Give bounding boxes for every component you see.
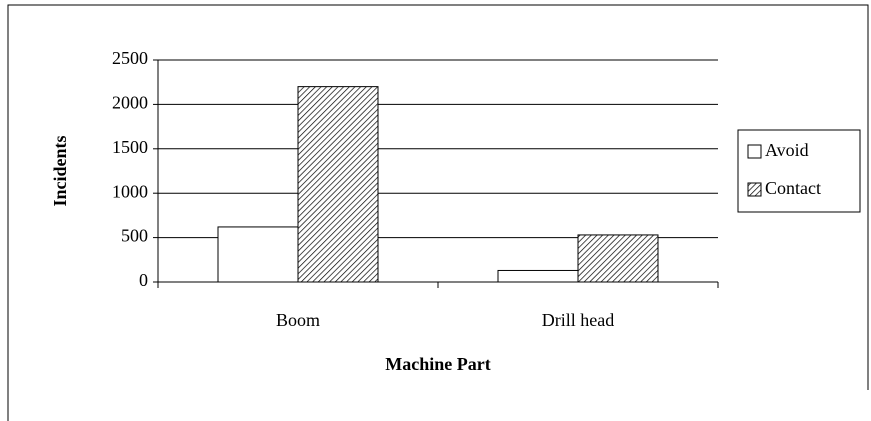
bar bbox=[217, 226, 299, 283]
legend-label: Avoid bbox=[765, 140, 809, 160]
legend-swatch bbox=[747, 182, 762, 197]
x-tick-label: Boom bbox=[276, 310, 320, 330]
x-tick-label: Drill head bbox=[542, 310, 614, 330]
x-axis-title: Machine Part bbox=[385, 354, 490, 374]
y-tick-label: 500 bbox=[121, 226, 148, 246]
y-axis-title: Incidents bbox=[50, 135, 70, 206]
y-tick-label: 2000 bbox=[112, 93, 148, 113]
y-tick-label: 1000 bbox=[112, 181, 148, 201]
bar bbox=[497, 269, 579, 283]
y-tick-label: 1500 bbox=[112, 137, 148, 157]
chart-frame bbox=[7, 4, 869, 421]
legend-label: Contact bbox=[765, 178, 821, 198]
bar bbox=[577, 234, 659, 283]
bar bbox=[297, 86, 379, 283]
y-tick-label: 0 bbox=[139, 270, 148, 290]
legend-swatch bbox=[747, 144, 762, 159]
y-tick-label: 2500 bbox=[112, 48, 148, 68]
legend-box bbox=[737, 129, 861, 213]
